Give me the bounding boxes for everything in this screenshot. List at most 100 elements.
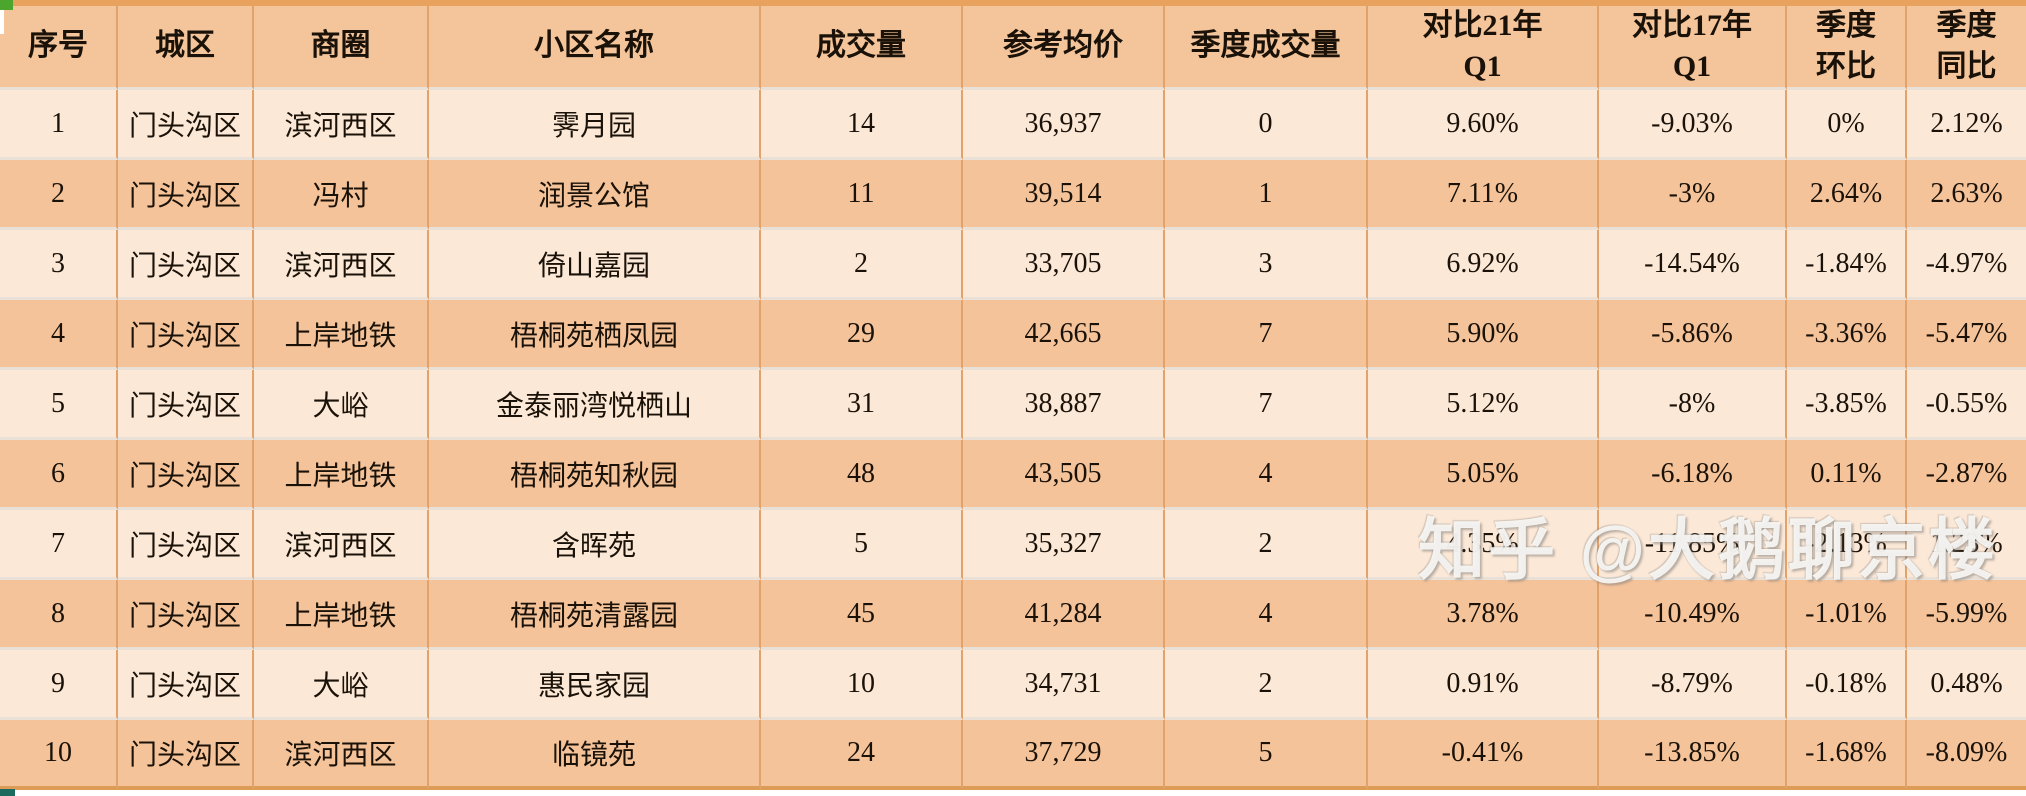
table-row: 8 门头沟区 上岸地铁 梧桐苑清露园 45 41,284 4 3.78% -10.49% -1.0…	[0, 580, 2026, 650]
table-cell: 34,731	[963, 650, 1165, 720]
table-cell: 2	[1165, 650, 1368, 720]
table-cell: 上岸地铁	[254, 300, 429, 370]
table-cell: 2.64%	[1787, 160, 1907, 230]
table-cell: 梧桐苑知秋园	[429, 440, 761, 510]
table-cell: 0.91%	[1368, 650, 1599, 720]
column-header: 成交量	[761, 6, 963, 90]
table-cell: 门头沟区	[118, 720, 254, 790]
table-cell: 上岸地铁	[254, 580, 429, 650]
table-cell: 滨河西区	[254, 510, 429, 580]
table-cell: -9.03%	[1599, 90, 1787, 160]
table-cell: -5.47%	[1907, 300, 2026, 370]
table-cell: 8	[0, 580, 118, 650]
table-cell: 41,284	[963, 580, 1165, 650]
table-cell: 7	[1165, 370, 1368, 440]
table-cell: -2.13%	[1787, 510, 1907, 580]
column-header: 季度成交量	[1165, 6, 1368, 90]
table-cell: 6	[0, 440, 118, 510]
table-cell: 门头沟区	[118, 370, 254, 440]
table-row: 4 门头沟区 上岸地铁 梧桐苑栖凤园 29 42,665 7 5.90% -5.86% -3.36…	[0, 300, 2026, 370]
table-cell: 门头沟区	[118, 230, 254, 300]
table-row: 2 门头沟区 冯村 润景公馆 11 39,514 1 7.11% -3% 2.64% 2.63%	[0, 160, 2026, 230]
column-header: 季度 环比	[1787, 6, 1907, 90]
table-cell: 36,937	[963, 90, 1165, 160]
table-cell: 梧桐苑清露园	[429, 580, 761, 650]
table-cell: 润景公馆	[429, 160, 761, 230]
table-cell: 3.78%	[1368, 580, 1599, 650]
bottom-left-teal-accent	[0, 789, 15, 796]
table-cell: 2.63%	[1907, 160, 2026, 230]
table-cell: -1.84%	[1787, 230, 1907, 300]
table-cell: 10	[0, 720, 118, 790]
table-cell: 霁月园	[429, 90, 761, 160]
table-cell: 33,705	[963, 230, 1165, 300]
table-cell: 48	[761, 440, 963, 510]
table-cell: 29	[761, 300, 963, 370]
table-cell: 2	[761, 230, 963, 300]
column-header: 商圈	[254, 6, 429, 90]
table-cell: 14	[761, 90, 963, 160]
table-cell: 7	[0, 510, 118, 580]
table-cell: 39,514	[963, 160, 1165, 230]
table-cell: 35,327	[963, 510, 1165, 580]
column-header: 小区名称	[429, 6, 761, 90]
table-cell: -11.85%	[1599, 510, 1787, 580]
table-cell: -3.36%	[1787, 300, 1907, 370]
table-cell: 滨河西区	[254, 90, 429, 160]
table-cell: 门头沟区	[118, 90, 254, 160]
table-cell: 38,887	[963, 370, 1165, 440]
column-header: 参考均价	[963, 6, 1165, 90]
table-cell: 滨河西区	[254, 720, 429, 790]
table-cell: -0.55%	[1907, 370, 2026, 440]
column-header: 对比21年 Q1	[1368, 6, 1599, 90]
table-cell: 7	[1165, 300, 1368, 370]
table-cell: -1.01%	[1787, 580, 1907, 650]
table-cell: 0%	[1787, 90, 1907, 160]
table-cell: 5	[0, 370, 118, 440]
table-cell: 5	[761, 510, 963, 580]
table-cell: 4.35%	[1368, 510, 1599, 580]
table-cell: 门头沟区	[118, 650, 254, 720]
table-cell: 3	[1165, 230, 1368, 300]
table-cell: 1	[0, 90, 118, 160]
table-cell: 门头沟区	[118, 510, 254, 580]
table-cell: 2	[1165, 510, 1368, 580]
table-cell: 37,729	[963, 720, 1165, 790]
table-cell: 1	[1165, 160, 1368, 230]
table-cell: 24	[761, 720, 963, 790]
table-cell: 门头沟区	[118, 160, 254, 230]
table-cell: -13.85%	[1599, 720, 1787, 790]
table-cell: 9.60%	[1368, 90, 1599, 160]
table-row: 7 门头沟区 滨河西区 含晖苑 5 35,327 2 4.35% -11.85% -2.13% 1.…	[0, 510, 2026, 580]
table-cell: -4.97%	[1907, 230, 2026, 300]
table-cell: -5.99%	[1907, 580, 2026, 650]
table-cell: 0.11%	[1787, 440, 1907, 510]
table-cell: 金泰丽湾悦栖山	[429, 370, 761, 440]
table-cell: 4	[1165, 440, 1368, 510]
housing-data-table: 序号 城区 商圈 小区名称 成交量 参考均价 季度成交量 对比21年 Q1 对比17年 Q1 季度…	[0, 6, 2026, 790]
table-cell: -8%	[1599, 370, 1787, 440]
table-cell: 5.12%	[1368, 370, 1599, 440]
table-cell: -8.79%	[1599, 650, 1787, 720]
table-cell: -14.54%	[1599, 230, 1787, 300]
table-cell: -8.09%	[1907, 720, 2026, 790]
table-row: 1 门头沟区 滨河西区 霁月园 14 36,937 0 9.60% -9.03% 0% 2.12%	[0, 90, 2026, 160]
table-row: 5 门头沟区 大峪 金泰丽湾悦栖山 31 38,887 7 5.12% -8% -3.85% -0.…	[0, 370, 2026, 440]
table-cell: 门头沟区	[118, 300, 254, 370]
table-cell: 4	[0, 300, 118, 370]
table-cell: -0.41%	[1368, 720, 1599, 790]
table-cell: 大峪	[254, 370, 429, 440]
header-row: 序号 城区 商圈 小区名称 成交量 参考均价 季度成交量 对比21年 Q1 对比17年 Q1 季度…	[0, 6, 2026, 90]
table-cell: 6.92%	[1368, 230, 1599, 300]
table-cell: 7.11%	[1368, 160, 1599, 230]
table-cell: 43,505	[963, 440, 1165, 510]
table-cell: 5.05%	[1368, 440, 1599, 510]
table-cell: 5.90%	[1368, 300, 1599, 370]
table-cell: 31	[761, 370, 963, 440]
table-cell: 大峪	[254, 650, 429, 720]
table-cell: 惠民家园	[429, 650, 761, 720]
table-row: 3 门头沟区 滨河西区 倚山嘉园 2 33,705 3 6.92% -14.54% -1.84% -…	[0, 230, 2026, 300]
table-cell: 45	[761, 580, 963, 650]
table-cell: -5.86%	[1599, 300, 1787, 370]
